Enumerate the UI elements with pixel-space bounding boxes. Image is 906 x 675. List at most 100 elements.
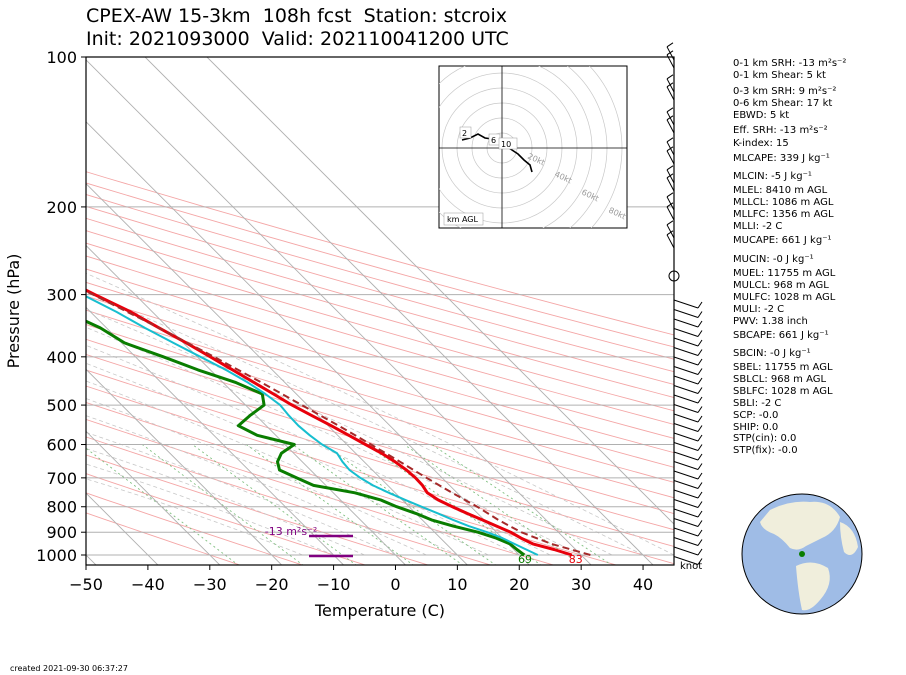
wind-barb-flag	[697, 472, 703, 480]
y-tick-label: 200	[46, 198, 77, 217]
wind-barb-flag	[666, 173, 674, 179]
wind-barb-staff	[666, 224, 675, 239]
wind-barb-flag	[697, 358, 703, 366]
wind-barb-flag	[697, 301, 703, 309]
isotherm-line	[86, 430, 221, 565]
index-line: MUCAPE: 661 J kg⁻¹	[733, 235, 832, 246]
wind-barb-flag	[697, 387, 703, 394]
x-tick-label: 0	[390, 575, 400, 594]
index-line: MLCAPE: 339 J kg⁻¹	[733, 153, 830, 164]
hodograph-label: km AGL	[447, 215, 479, 224]
index-line: MUCIN: -0 J kg⁻¹	[733, 254, 814, 265]
dry-adiabat-line	[86, 194, 674, 360]
wind-barb-staff	[666, 177, 675, 192]
hodograph-height-box	[498, 137, 518, 150]
wind-barb-staff	[666, 119, 675, 134]
index-line: EBWD: 5 kt	[733, 110, 790, 121]
wind-barb-staff	[673, 423, 699, 432]
dry-adiabat-line	[86, 402, 618, 565]
y-tick-label: 400	[46, 348, 77, 367]
wind-barb-staff	[673, 318, 699, 328]
dry-adiabat-line	[86, 473, 367, 565]
wind-barb-staff	[673, 556, 699, 565]
moist-adiabat-line	[86, 362, 520, 556]
wind-barb-staff	[673, 537, 699, 546]
x-tick-label: 40	[633, 575, 653, 594]
hodograph-height-box	[459, 126, 472, 139]
wind-barb-flag	[666, 230, 674, 236]
wind-barb-flag	[697, 444, 703, 451]
wind-barb-flag	[697, 558, 703, 565]
index-line: MLCIN: -5 J kg⁻¹	[733, 171, 812, 182]
wind-barb-staff	[673, 432, 699, 442]
x-tick-label: −40	[131, 575, 165, 594]
moist-adiabat-line	[86, 415, 427, 556]
hodograph-label-box	[443, 212, 484, 226]
station-marker	[799, 551, 805, 557]
wind-barb-flag	[697, 501, 703, 508]
profile-annotation: 69	[518, 553, 532, 566]
wind-barb-staff	[673, 385, 699, 394]
index-line: MUEL: 11755 m AGL	[733, 268, 836, 279]
dry-adiabat-line	[86, 454, 430, 565]
index-line: MLLI: -2 C	[733, 221, 783, 232]
annotations: 69 83 -13 m²s⁻²	[265, 525, 583, 566]
y-tick-label: 300	[46, 286, 77, 305]
index-line: SHIP: 0.0	[733, 422, 779, 433]
x-tick-label: 10	[447, 575, 467, 594]
y-tick-label: 600	[46, 436, 77, 455]
y-axis-label: Pressure (hPa)	[4, 254, 23, 369]
wind-barb-staff	[673, 451, 699, 461]
dry-adiabat-line	[86, 182, 674, 348]
mixing-ratio-line	[142, 444, 304, 565]
index-line: K-index: 15	[733, 138, 789, 149]
wind-barb-staff	[673, 546, 699, 556]
isotherm-line	[144, 57, 654, 565]
wind-barb-flag	[697, 368, 703, 375]
dry-adiabat-line	[86, 353, 674, 531]
dry-adiabat-line	[86, 324, 674, 499]
y-tick-label: 500	[46, 396, 77, 415]
hodograph-height-label: 2	[462, 129, 467, 138]
dry-adiabat-line	[86, 338, 674, 515]
y-tick-label: 800	[46, 498, 77, 517]
index-line: SBLCL: 968 m AGL	[733, 374, 827, 385]
dry-adiabat-line	[86, 492, 304, 565]
wind-barb-flag	[697, 453, 703, 461]
dry-adiabat-line	[86, 205, 674, 373]
wind-barb-staff	[673, 404, 699, 413]
north-america-land	[760, 501, 840, 550]
wetbulb-line	[86, 295, 539, 556]
wind-barb-staff	[673, 328, 699, 337]
wind-barb-staff	[666, 234, 675, 249]
wind-barb-staff	[673, 442, 699, 451]
wind-barb-staff	[666, 86, 675, 101]
temperature-line	[86, 288, 573, 557]
wind-barb-flag	[666, 50, 674, 56]
index-line: MULFC: 1028 m AGL	[733, 292, 836, 303]
wind-barb-flag	[666, 202, 674, 208]
index-line: MULI: -2 C	[733, 304, 785, 315]
wind-barb-flag	[697, 510, 703, 518]
index-line: SBLFC: 1028 m AGL	[733, 386, 833, 397]
wind-barb-flag	[697, 539, 703, 546]
wind-barb-staff	[673, 499, 699, 508]
wind-barb-flag	[697, 425, 703, 432]
x-axis-label: Temperature (C)	[314, 601, 445, 620]
wind-barb-staff	[666, 78, 675, 93]
y-tick-label: 100	[46, 48, 77, 67]
index-line: MLLCL: 1086 m AGL	[733, 197, 834, 208]
wind-barb-staff	[673, 356, 699, 366]
moist-adiabat-line	[86, 431, 396, 556]
x-tick-label: 30	[571, 575, 591, 594]
south-america-land	[796, 562, 830, 611]
wind-barb-flag	[697, 349, 703, 356]
x-tick-label: 20	[509, 575, 529, 594]
index-line: PWV: 1.38 inch	[733, 316, 808, 327]
isotherm-line	[86, 368, 283, 565]
wind-barb-flag	[697, 396, 703, 404]
hodograph-frame	[438, 65, 628, 229]
wind-barb-flag	[666, 192, 674, 198]
moist-adiabat-line	[86, 478, 303, 556]
